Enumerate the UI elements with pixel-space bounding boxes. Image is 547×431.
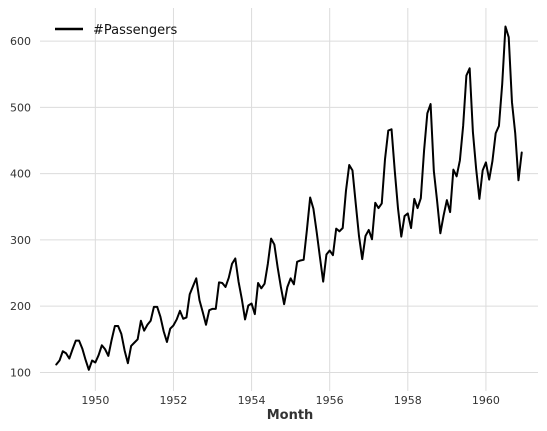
y-gridlines xyxy=(40,40,538,373)
y-tick-label: 100 xyxy=(10,366,31,379)
y-tick-label: 400 xyxy=(10,168,31,181)
y-tick-label: 300 xyxy=(10,234,31,247)
legend: #Passengers xyxy=(55,23,177,38)
x-axis-title: Month xyxy=(267,408,314,423)
x-tick-label: 1950 xyxy=(81,394,109,407)
x-gridlines xyxy=(94,8,487,391)
x-tick-label: 1958 xyxy=(394,394,422,407)
x-tick-label: 1960 xyxy=(472,394,500,407)
x-tick-label: 1952 xyxy=(159,394,187,407)
y-tick-label: 600 xyxy=(10,35,31,48)
series-line-passengers xyxy=(55,25,523,371)
x-tick-labels: 1950 1952 1954 1956 1958 1960 xyxy=(81,394,500,407)
y-tick-labels: 100 200 300 400 500 600 xyxy=(10,35,31,379)
x-tick-label: 1956 xyxy=(316,394,344,407)
y-tick-label: 200 xyxy=(10,300,31,313)
y-tick-label: 500 xyxy=(10,101,31,114)
legend-label: #Passengers xyxy=(93,23,177,38)
x-tick-label: 1954 xyxy=(238,394,266,407)
